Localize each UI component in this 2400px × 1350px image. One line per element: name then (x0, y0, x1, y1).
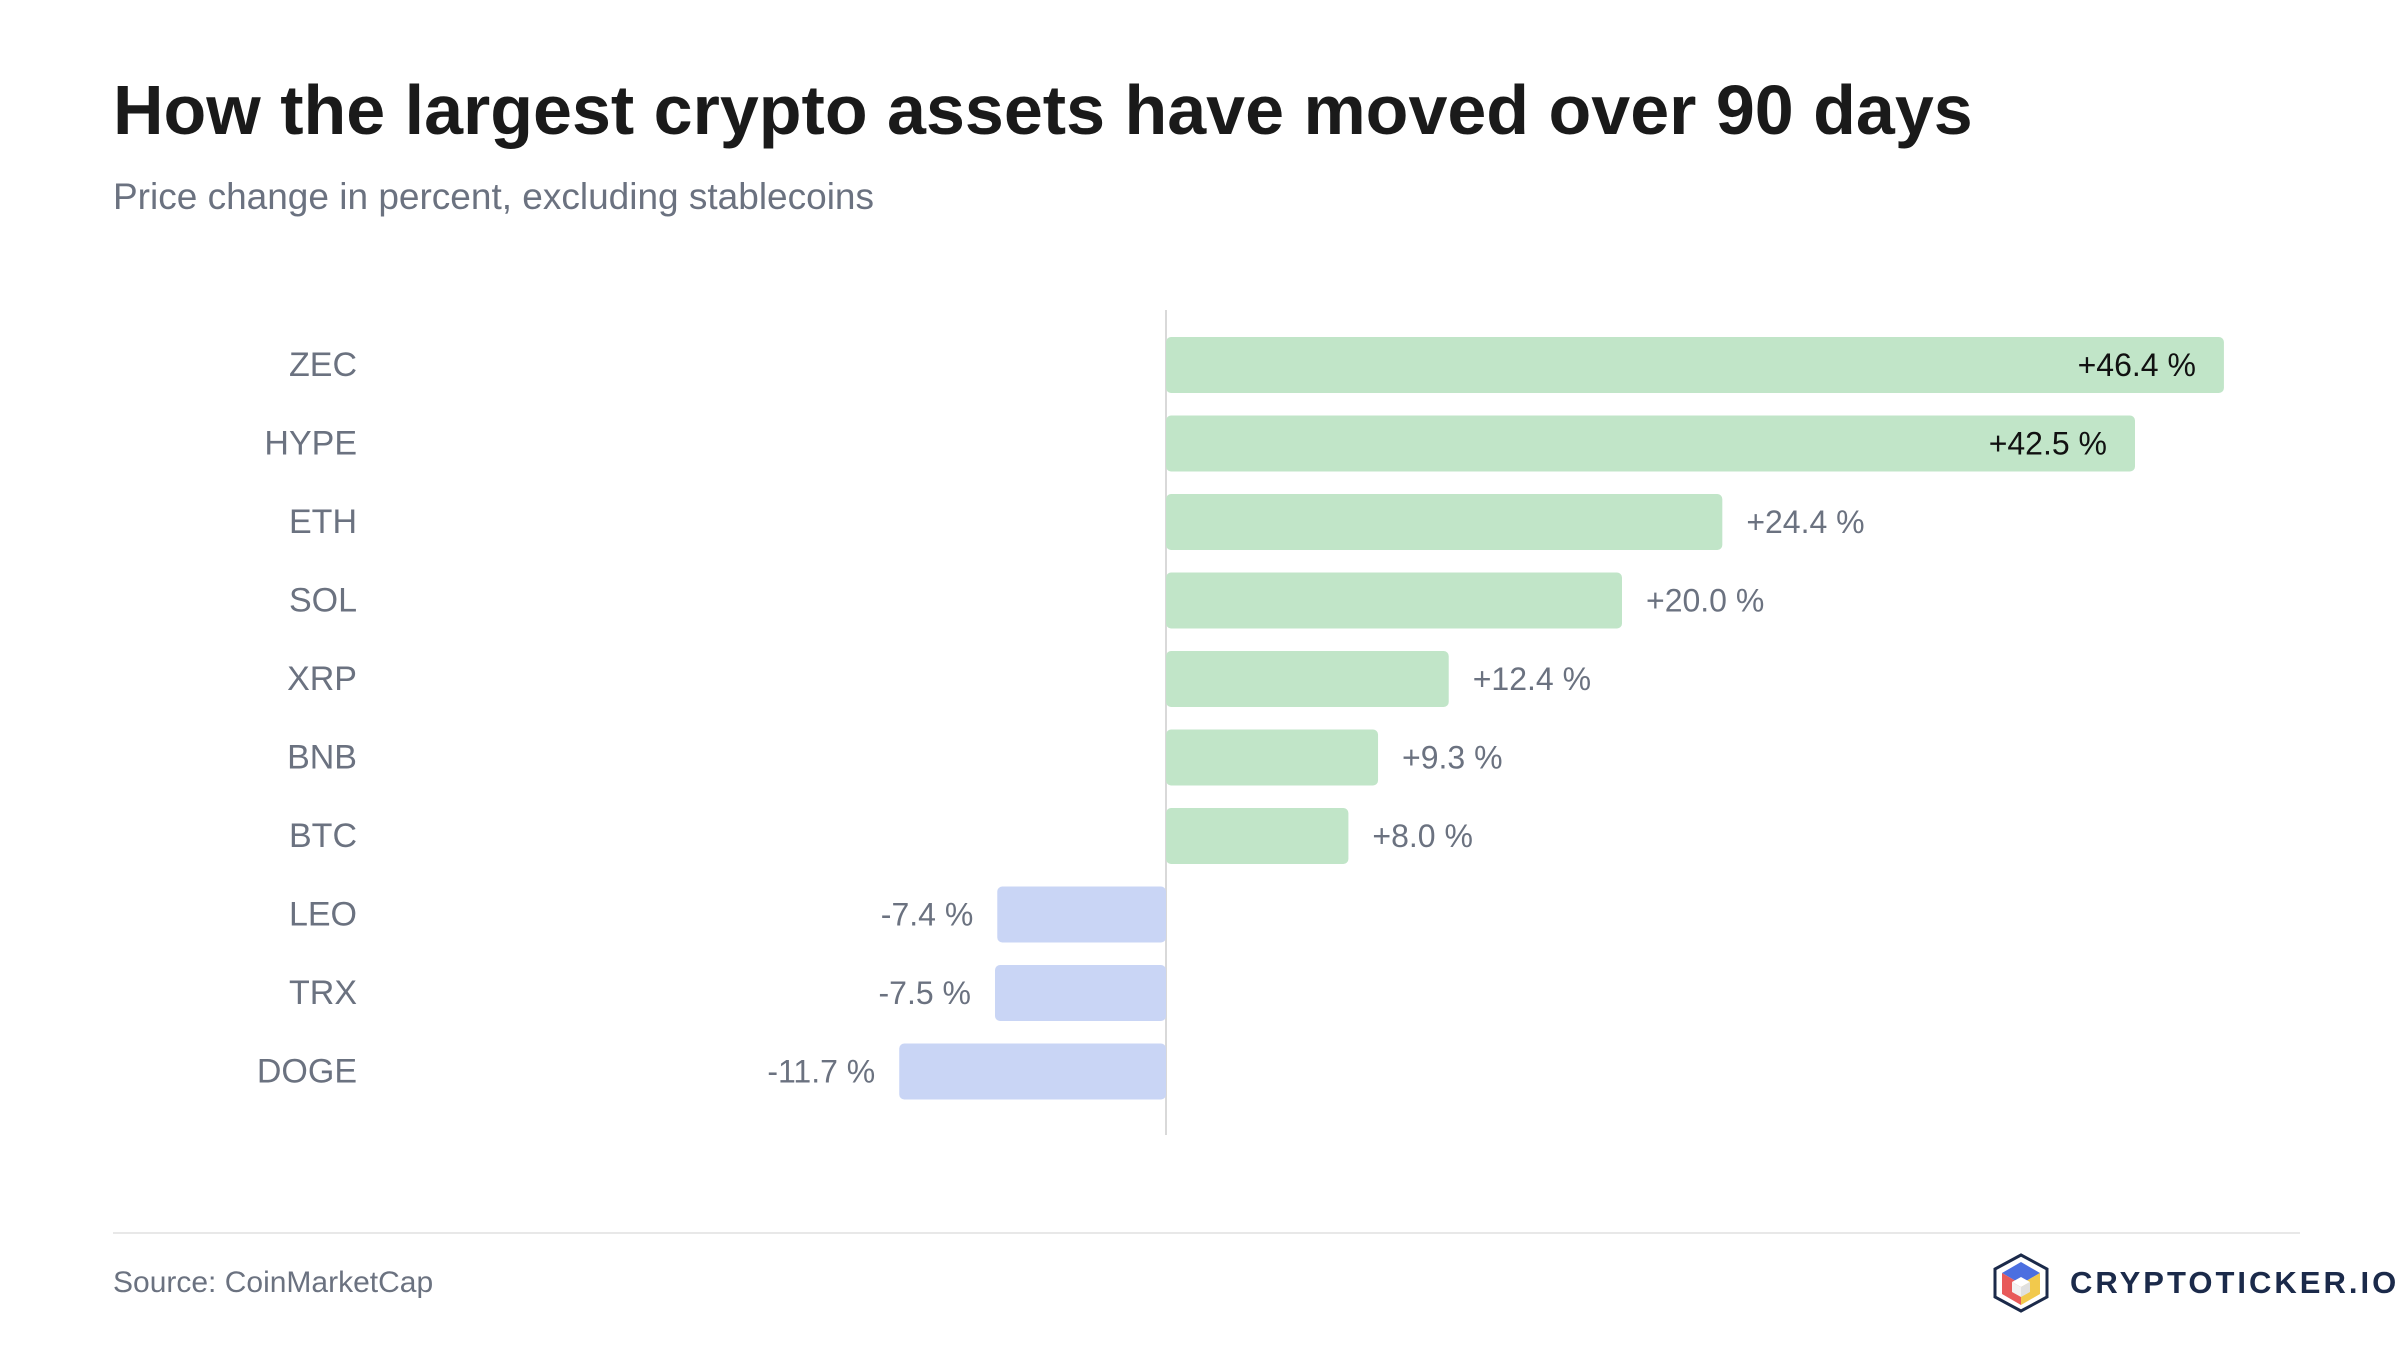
data-label: -11.7 % (767, 1054, 875, 1090)
bar (1166, 651, 1449, 707)
bar (1166, 808, 1349, 864)
chart-title: How the largest crypto assets have moved… (113, 71, 1973, 149)
data-label: -7.5 % (879, 975, 971, 1011)
data-label: +20.0 % (1646, 583, 1764, 619)
chart-subtitle: Price change in percent, excluding stabl… (113, 176, 875, 217)
category-label: ETH (289, 503, 357, 541)
category-label: XRP (287, 660, 357, 698)
data-label: +42.5 % (1989, 426, 2107, 462)
bar (1166, 572, 1622, 629)
cube-logo-icon (1993, 1253, 2049, 1313)
bar (997, 886, 1166, 943)
category-label: DOGE (257, 1053, 357, 1091)
bar (1166, 729, 1379, 786)
bar (1166, 337, 2224, 393)
source-note: Source: CoinMarketCap (113, 1266, 434, 1299)
category-label: SOL (289, 582, 357, 620)
category-label: LEO (289, 896, 357, 934)
bar (1166, 415, 2135, 472)
brand-name: CRYPTOTICKER.IO (2070, 1265, 2400, 1300)
category-label: BNB (287, 739, 357, 777)
category-label: ZEC (289, 346, 357, 384)
data-label: +8.0 % (1372, 818, 1473, 854)
data-label: -7.4 % (881, 897, 973, 933)
data-label: +9.3 % (1402, 740, 1503, 776)
data-label: +24.4 % (1746, 504, 1864, 540)
bar (1166, 494, 1723, 550)
category-label: HYPE (264, 425, 357, 463)
category-label: TRX (289, 974, 357, 1012)
category-label: BTC (289, 817, 357, 855)
bar (899, 1043, 1166, 1100)
data-label: +46.4 % (2078, 347, 2196, 383)
bar-chart: ZEC +46.4 % HYPE +42.5 % ETH +24.4 % SOL +20.0 … (257, 310, 2224, 1135)
brand-logo[interactable]: CRYPTOTICKER.IO (1990, 1252, 2399, 1314)
data-label: +12.4 % (1473, 661, 1591, 697)
footer-divider (113, 1232, 2300, 1234)
bar (995, 965, 1166, 1021)
